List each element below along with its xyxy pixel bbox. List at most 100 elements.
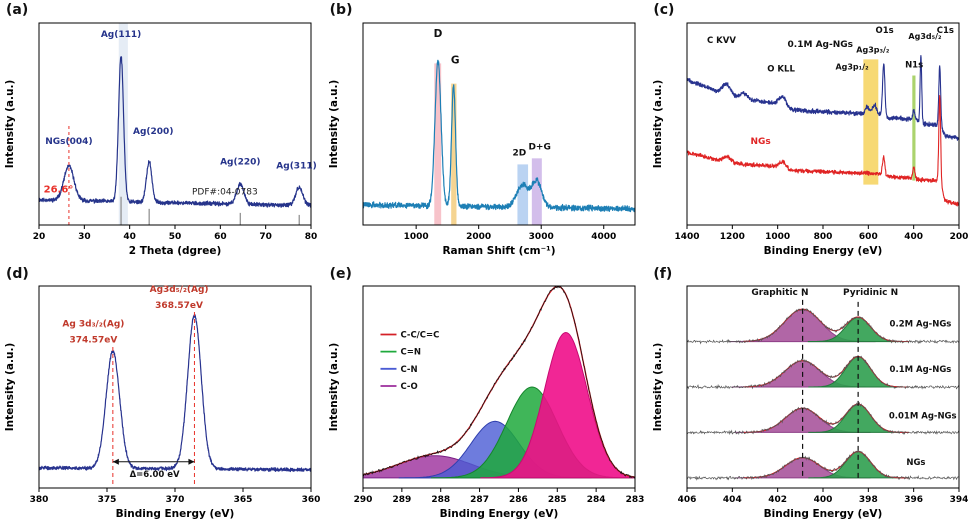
svg-text:70: 70: [260, 232, 273, 242]
svg-text:368.57eV: 368.57eV: [156, 301, 204, 311]
svg-text:Ag(200): Ag(200): [133, 127, 173, 137]
svg-text:380: 380: [30, 495, 49, 505]
ag3d-plot: 380 375 370 365 360 Binding Energy (eV) Intens…: [4, 285, 320, 520]
svg-text:Intensity (a.u.): Intensity (a.u.): [4, 343, 16, 432]
svg-text:2000: 2000: [466, 232, 491, 242]
svg-text:80: 80: [305, 232, 318, 242]
svg-text:30: 30: [78, 232, 91, 242]
svg-text:Ag3p₁/₂: Ag3p₁/₂: [835, 62, 869, 71]
svg-text:4000: 4000: [591, 232, 616, 242]
svg-text:C-O: C-O: [400, 382, 417, 392]
panel-d-label: (d): [6, 265, 29, 282]
svg-text:Intensity (a.u.): Intensity (a.u.): [4, 79, 16, 168]
svg-text:C1s: C1s: [936, 26, 953, 36]
svg-text:396: 396: [904, 495, 923, 505]
svg-text:NGs: NGs: [750, 137, 770, 147]
svg-text:800: 800: [813, 232, 832, 242]
svg-text:D: D: [434, 28, 443, 40]
svg-text:C-C/C=C: C-C/C=C: [400, 331, 439, 341]
svg-text:404: 404: [723, 495, 742, 505]
svg-text:Intensity (a.u.): Intensity (a.u.): [652, 79, 664, 168]
svg-text:0.01M Ag-NGs: 0.01M Ag-NGs: [889, 412, 957, 422]
svg-text:402: 402: [768, 495, 787, 505]
svg-text:Pyridinic N: Pyridinic N: [843, 288, 898, 298]
svg-text:26.6°: 26.6°: [44, 184, 74, 195]
svg-text:NGs(004): NGs(004): [46, 137, 93, 147]
svg-text:Ag3d₅/₂(Ag): Ag3d₅/₂(Ag): [150, 285, 209, 295]
svg-text:N1s: N1s: [905, 60, 923, 70]
panel-e-label: (e): [329, 265, 352, 282]
svg-text:Raman Shift (cm⁻¹): Raman Shift (cm⁻¹): [442, 245, 555, 257]
svg-text:0.2M Ag-NGs: 0.2M Ag-NGs: [889, 320, 951, 330]
svg-text:Intensity (a.u.): Intensity (a.u.): [328, 343, 340, 432]
svg-text:Binding Energy (eV): Binding Energy (eV): [763, 508, 882, 520]
svg-text:Intensity (a.u.): Intensity (a.u.): [652, 343, 664, 432]
panel-a-label: (a): [6, 2, 29, 18]
svg-text:600: 600: [859, 232, 878, 242]
svg-text:C KVV: C KVV: [707, 36, 736, 46]
panel-e-c1s: (e) 290 289 288 287 286 285 284 283 Binding Ener…: [324, 264, 648, 527]
svg-text:G: G: [451, 54, 460, 66]
svg-text:Ag(220): Ag(220): [220, 157, 260, 167]
svg-text:40: 40: [124, 232, 137, 242]
svg-text:284: 284: [587, 495, 606, 505]
svg-text:285: 285: [548, 495, 567, 505]
svg-text:288: 288: [431, 495, 450, 505]
svg-text:1000: 1000: [765, 232, 790, 242]
panel-c-label: (c): [653, 2, 675, 18]
svg-text:Δ=6.00 eV: Δ=6.00 eV: [130, 470, 180, 480]
svg-text:365: 365: [234, 495, 253, 505]
svg-text:Ag3p₃/₂: Ag3p₃/₂: [856, 45, 890, 54]
svg-text:400: 400: [904, 232, 923, 242]
panel-b-label: (b): [329, 2, 353, 18]
svg-text:Graphitic N: Graphitic N: [751, 288, 808, 298]
svg-text:Binding Energy (eV): Binding Energy (eV): [116, 508, 235, 520]
svg-text:1200: 1200: [719, 232, 744, 242]
panel-c-xps-survey: (c) 1400 1200 1000 800 600 400 200 Binding Ener…: [647, 0, 971, 264]
svg-text:398: 398: [859, 495, 878, 505]
svg-text:Intensity (a.u.): Intensity (a.u.): [328, 79, 340, 168]
svg-text:394: 394: [949, 495, 967, 505]
svg-text:Ag(111): Ag(111): [101, 30, 141, 40]
panel-a-xrd: (a) 20 30 40 50 60 70 80 2 Theta (dgree) Intensi…: [0, 0, 324, 264]
svg-text:2D: 2D: [512, 148, 526, 158]
panel-f-label: (f): [653, 265, 673, 282]
svg-text:0.1M Ag-NGs: 0.1M Ag-NGs: [787, 40, 852, 50]
svg-text:400: 400: [813, 495, 832, 505]
panel-d-ag3d: (d) 380 375 370 365 360 Binding Energy (eV) In…: [0, 264, 324, 527]
svg-text:Ag3d₅/₂: Ag3d₅/₂: [908, 32, 942, 41]
svg-text:287: 287: [470, 495, 489, 505]
svg-text:NGs: NGs: [906, 458, 925, 468]
svg-text:286: 286: [509, 495, 528, 505]
svg-text:Binding Energy (eV): Binding Energy (eV): [763, 245, 882, 257]
svg-text:Ag 3d₃/₂(Ag): Ag 3d₃/₂(Ag): [63, 320, 125, 330]
svg-text:370: 370: [166, 495, 185, 505]
svg-text:O KLL: O KLL: [767, 64, 795, 74]
n1s-plot: 406 404 402 400 398 396 394 Binding Energy (eV)…: [652, 285, 968, 520]
svg-text:O1s: O1s: [875, 26, 893, 36]
svg-text:3000: 3000: [529, 232, 554, 242]
svg-text:289: 289: [392, 495, 411, 505]
svg-text:0.1M Ag-NGs: 0.1M Ag-NGs: [889, 365, 951, 375]
svg-text:C=N: C=N: [400, 348, 420, 358]
c1s-plot: 290 289 288 287 286 285 284 283 Binding Energy (…: [328, 285, 644, 520]
svg-text:2 Theta (dgree): 2 Theta (dgree): [129, 245, 222, 257]
svg-text:60: 60: [214, 232, 227, 242]
svg-text:50: 50: [169, 232, 182, 242]
svg-text:200: 200: [949, 232, 967, 242]
svg-text:374.57eV: 374.57eV: [70, 336, 118, 346]
svg-text:1000: 1000: [404, 232, 429, 242]
svg-text:406: 406: [677, 495, 696, 505]
svg-text:1400: 1400: [674, 232, 699, 242]
svg-text:Ag(311): Ag(311): [277, 161, 317, 171]
svg-text:D+G: D+G: [528, 142, 550, 152]
raman-plot: 1000 2000 3000 4000 Raman Shift (cm⁻¹) Intens…: [328, 22, 636, 257]
xrd-plot: 20 30 40 50 60 70 80 2 Theta (dgree) Intensity (…: [4, 22, 318, 257]
svg-text:20: 20: [33, 232, 46, 242]
svg-text:Binding Energy (eV): Binding Energy (eV): [440, 508, 559, 520]
svg-text:375: 375: [98, 495, 117, 505]
svg-text:C-N: C-N: [400, 365, 417, 375]
panel-f-n1s: (f) 406 404 402 400 398 396 394 Binding Energy …: [647, 264, 971, 527]
svg-text:283: 283: [626, 495, 644, 505]
